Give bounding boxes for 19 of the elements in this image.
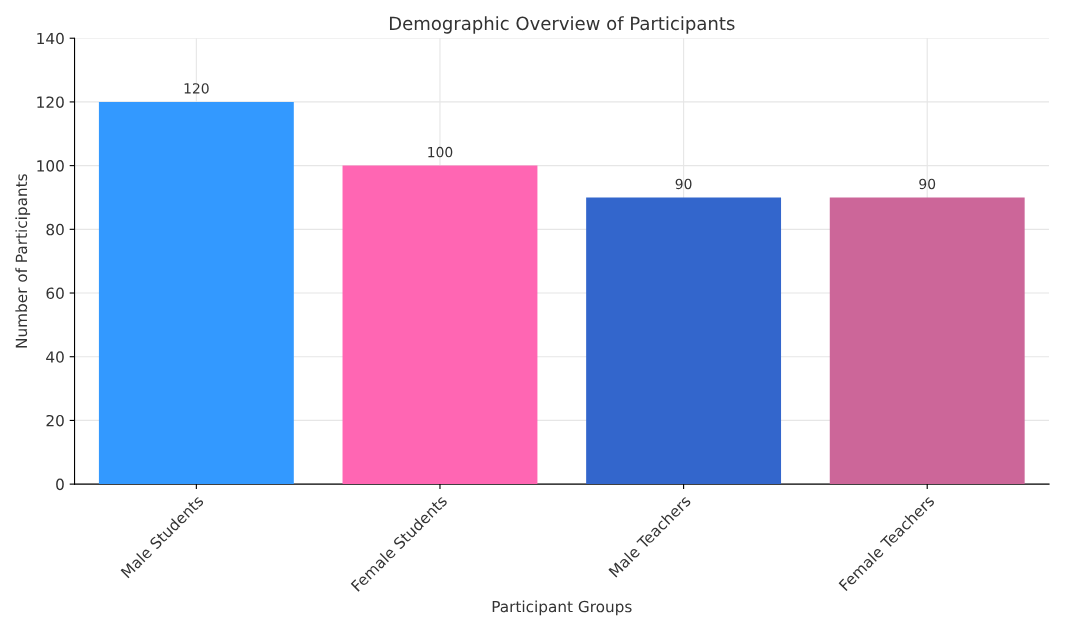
data-label: 120 [184, 83, 209, 94]
chart-title: Demographic Overview of Participants [389, 16, 735, 34]
data-label: 90 [675, 178, 692, 190]
y-tick-label: 20 [46, 414, 64, 427]
data-label: 100 [428, 146, 453, 158]
bar [829, 197, 1025, 485]
y-tick-label: 40 [46, 351, 64, 363]
data-label: 90 [919, 178, 936, 190]
y-tick-label: 100 [37, 160, 64, 172]
x-axis-title: Participant Groups [492, 600, 632, 616]
y-tick-label: 80 [46, 223, 64, 236]
bar [342, 165, 538, 485]
y-tick-label: 120 [37, 96, 64, 108]
bar [98, 101, 294, 485]
y-tick-label: 140 [37, 32, 64, 45]
y-axis-title: Number of Participants [15, 174, 31, 348]
y-tick-label: 0 [56, 478, 64, 491]
y-tick-label: 60 [46, 287, 64, 300]
bar [586, 197, 782, 485]
